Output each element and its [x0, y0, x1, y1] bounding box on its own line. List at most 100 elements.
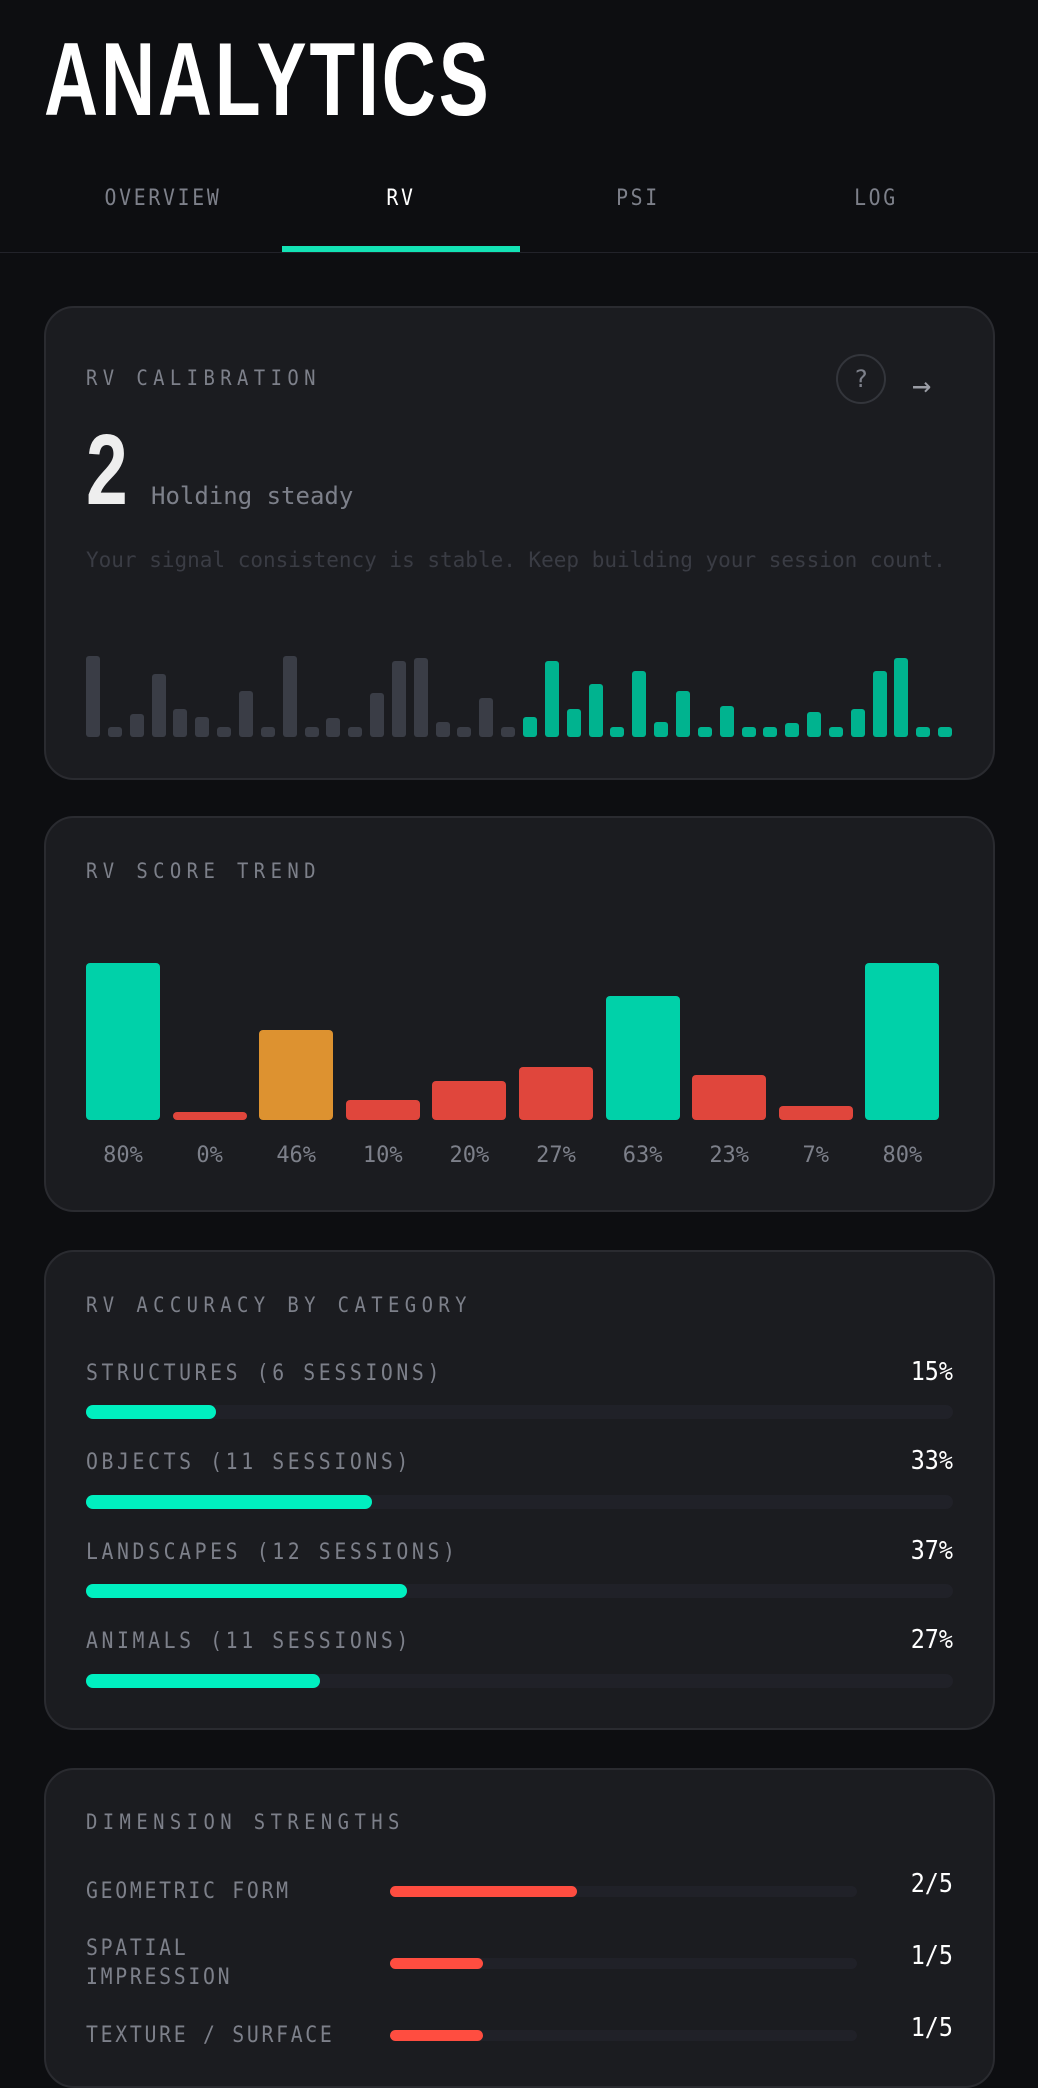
- signal-bar: [304, 727, 319, 737]
- trend-bar-label: 80%: [882, 1143, 923, 1168]
- tab-rv[interactable]: RV: [386, 186, 416, 211]
- dimension-label-line: TEXTURE / SURFACE: [86, 2023, 335, 2048]
- signal-bar: [435, 722, 450, 737]
- trend-bar-label: 20%: [449, 1143, 490, 1168]
- category-label: OBJECTS (11 SESSIONS): [86, 1450, 412, 1475]
- signal-bar: [544, 661, 559, 737]
- signal-bar: [916, 727, 931, 737]
- signal-bar: [566, 709, 581, 737]
- dimension-label-line: GEOMETRIC FORM: [86, 1879, 291, 1904]
- dimension-score: 1/5: [910, 1941, 953, 1971]
- active-tab-indicator: [282, 246, 520, 252]
- signal-bar: [326, 718, 341, 737]
- category-progress-track: [86, 1405, 953, 1419]
- category-progress-track: [86, 1495, 953, 1509]
- signal-bar: [719, 706, 734, 737]
- rv-accuracy-card: [44, 1250, 995, 1730]
- trend-bar: [605, 996, 680, 1120]
- signal-bar: [391, 661, 406, 737]
- signal-bar: [129, 714, 144, 737]
- trend-bar-label: 63%: [622, 1143, 663, 1168]
- signal-bar: [195, 717, 210, 737]
- card-title: RV CALIBRATION: [86, 366, 321, 390]
- category-label: STRUCTURES (6 SESSIONS): [86, 1361, 443, 1386]
- trend-bar-label: 7%: [802, 1143, 830, 1168]
- signal-bar: [260, 727, 275, 737]
- tabs-divider: [0, 252, 1038, 253]
- trend-bar: [432, 1080, 507, 1120]
- signal-bar: [501, 727, 516, 737]
- dimension-label: GEOMETRIC FORM: [86, 1877, 291, 1906]
- trend-bar-label: 23%: [709, 1143, 750, 1168]
- signal-bar: [872, 671, 887, 737]
- trend-bar-label: 10%: [362, 1143, 403, 1168]
- trend-bar: [86, 963, 160, 1120]
- signal-bar: [588, 684, 603, 737]
- signal-bar: [850, 709, 865, 737]
- dimension-progress-fill: [390, 1958, 484, 1969]
- dimension-progress-track: [390, 1958, 857, 1969]
- dimension-label: SPATIAL IMPRESSION: [86, 1934, 232, 1992]
- category-percent: 27%: [910, 1625, 953, 1655]
- signal-bar: [763, 727, 778, 737]
- category-progress-fill: [86, 1584, 407, 1598]
- trend-bar: [778, 1106, 853, 1120]
- trend-bar-label: 27%: [536, 1143, 576, 1168]
- trend-bar: [172, 1112, 247, 1120]
- signal-bar: [894, 658, 909, 737]
- trend-bar-label: 0%: [196, 1143, 223, 1168]
- signal-bar: [413, 658, 428, 737]
- dimension-score: 2/5: [910, 1869, 953, 1899]
- trend-bar: [519, 1067, 593, 1120]
- category-progress-fill: [86, 1405, 217, 1419]
- tab-psi[interactable]: PSI: [616, 186, 660, 211]
- signal-bar: [632, 671, 647, 737]
- signal-bar: [828, 727, 843, 737]
- category-percent: 37%: [910, 1536, 953, 1566]
- card-title: DIMENSION STRENGTHS: [86, 1810, 405, 1834]
- signal-bar: [741, 727, 756, 737]
- category-progress-fill: [86, 1495, 373, 1509]
- signal-bar: [785, 723, 800, 737]
- signal-bar: [151, 674, 166, 737]
- dimension-progress-track: [390, 1886, 857, 1897]
- trend-bar-label: 80%: [103, 1143, 143, 1168]
- card-title: RV ACCURACY BY CATEGORY: [86, 1293, 472, 1317]
- signal-bar: [457, 727, 472, 737]
- signal-bar: [675, 691, 690, 737]
- category-progress-track: [86, 1674, 953, 1688]
- dimension-progress-track: [390, 2030, 857, 2041]
- question-circle-icon[interactable]: ?: [836, 354, 886, 404]
- signal-bar: [86, 656, 100, 737]
- signal-bar: [523, 717, 537, 737]
- category-label: LANDSCAPES (12 SESSIONS): [86, 1540, 459, 1565]
- tab-log[interactable]: LOG: [854, 186, 898, 211]
- category-progress-track: [86, 1584, 953, 1598]
- rv-score-trend-card: [44, 816, 995, 1212]
- arrow-right-icon[interactable]: →: [912, 366, 932, 404]
- signal-bar: [654, 722, 669, 737]
- trend-bar: [345, 1100, 420, 1120]
- dimension-label: TEXTURE / SURFACE: [86, 2021, 335, 2050]
- trend-bar: [259, 1029, 334, 1120]
- signal-bar: [697, 727, 712, 737]
- signal-bar: [282, 656, 297, 737]
- dimension-label-line: IMPRESSION: [86, 1965, 233, 1990]
- tab-overview[interactable]: OVERVIEW: [104, 186, 222, 211]
- dimension-score: 1/5: [910, 2013, 953, 2043]
- dimension-progress-fill: [390, 2030, 484, 2041]
- dimension-label-line: SPATIAL: [86, 1936, 189, 1961]
- category-label: ANIMALS (11 SESSIONS): [86, 1629, 412, 1654]
- signal-bar: [370, 693, 385, 737]
- signal-bar: [938, 727, 953, 737]
- calibration-value: 2: [86, 414, 128, 526]
- signal-bar: [479, 698, 494, 737]
- category-percent: 33%: [910, 1446, 953, 1476]
- trend-bar: [865, 963, 940, 1120]
- category-progress-fill: [86, 1674, 321, 1688]
- calibration-status: Holding steady: [151, 482, 354, 510]
- signal-bar: [107, 727, 122, 737]
- calibration-description: Your signal consistency is stable. Keep …: [86, 548, 946, 572]
- dimension-progress-fill: [390, 1886, 577, 1897]
- signal-bar: [348, 727, 363, 737]
